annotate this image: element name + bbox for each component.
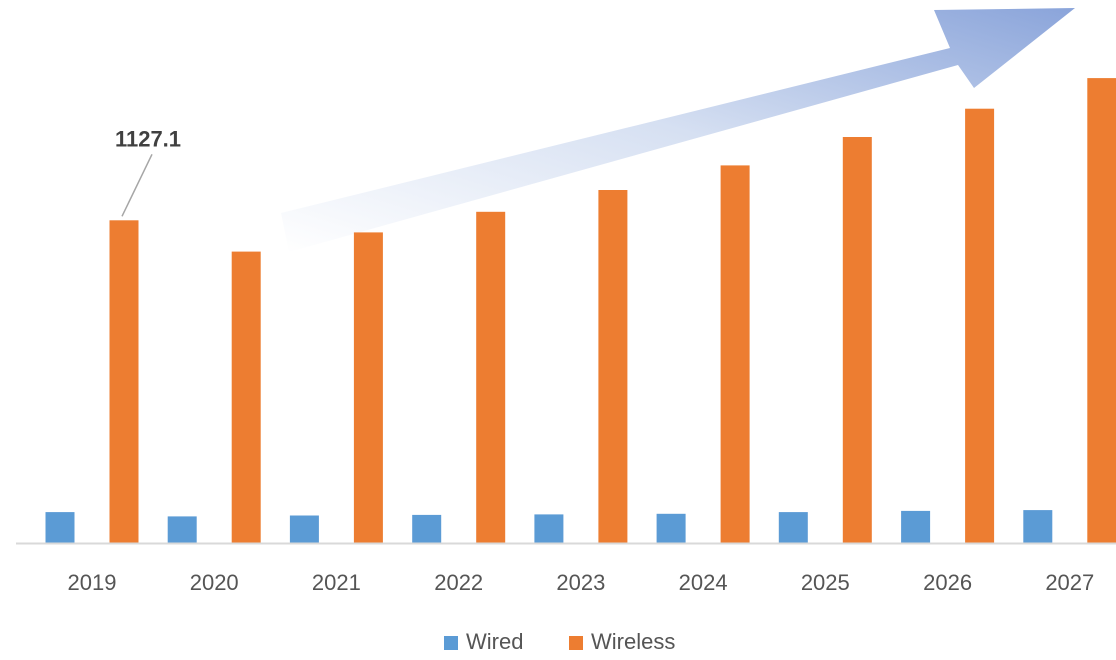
legend-swatch	[444, 636, 458, 650]
bar-wireless-2023	[598, 190, 628, 543]
bar-wired-2020	[167, 516, 197, 543]
x-tick-label: 2021	[312, 570, 361, 595]
bar-wireless-2026	[965, 108, 995, 543]
legend-swatch	[569, 636, 583, 650]
x-tick-label: 2022	[434, 570, 483, 595]
trend-arrow	[281, 8, 1075, 252]
bar-wired-2021	[289, 515, 319, 543]
bar-wired-2019	[45, 512, 75, 543]
bar-wireless-2020	[231, 251, 261, 543]
legend-label: Wired	[466, 629, 523, 654]
x-tick-label: 2019	[68, 570, 117, 595]
data-label-annotation: 1127.1	[115, 126, 181, 151]
bar-wired-2023	[534, 514, 564, 543]
legend-item-wireless: Wireless	[569, 629, 675, 654]
bar-wired-2026	[901, 510, 931, 543]
bar-wireless-2019	[109, 220, 139, 544]
bar-wireless-2024	[720, 165, 750, 543]
bar-wired-2022	[412, 514, 442, 543]
x-tick-label: 2023	[556, 570, 605, 595]
annotation-leader-line	[121, 154, 153, 217]
legend-item-wired: Wired	[444, 629, 523, 654]
x-tick-label: 2027	[1045, 570, 1094, 595]
x-tick-label: 2020	[190, 570, 239, 595]
bar-wireless-2027	[1087, 78, 1116, 543]
bar-wireless-2021	[353, 232, 383, 543]
bar-wireless-2022	[476, 211, 506, 544]
bar-wireless-2025	[842, 137, 872, 543]
legend-label: Wireless	[591, 629, 675, 654]
x-tick-label: 2024	[679, 570, 728, 595]
x-tick-label: 2026	[923, 570, 972, 595]
x-tick-label: 2025	[801, 570, 850, 595]
bar-wired-2024	[656, 513, 686, 543]
bar-wired-2025	[778, 512, 808, 543]
bar-wired-2027	[1023, 510, 1053, 543]
